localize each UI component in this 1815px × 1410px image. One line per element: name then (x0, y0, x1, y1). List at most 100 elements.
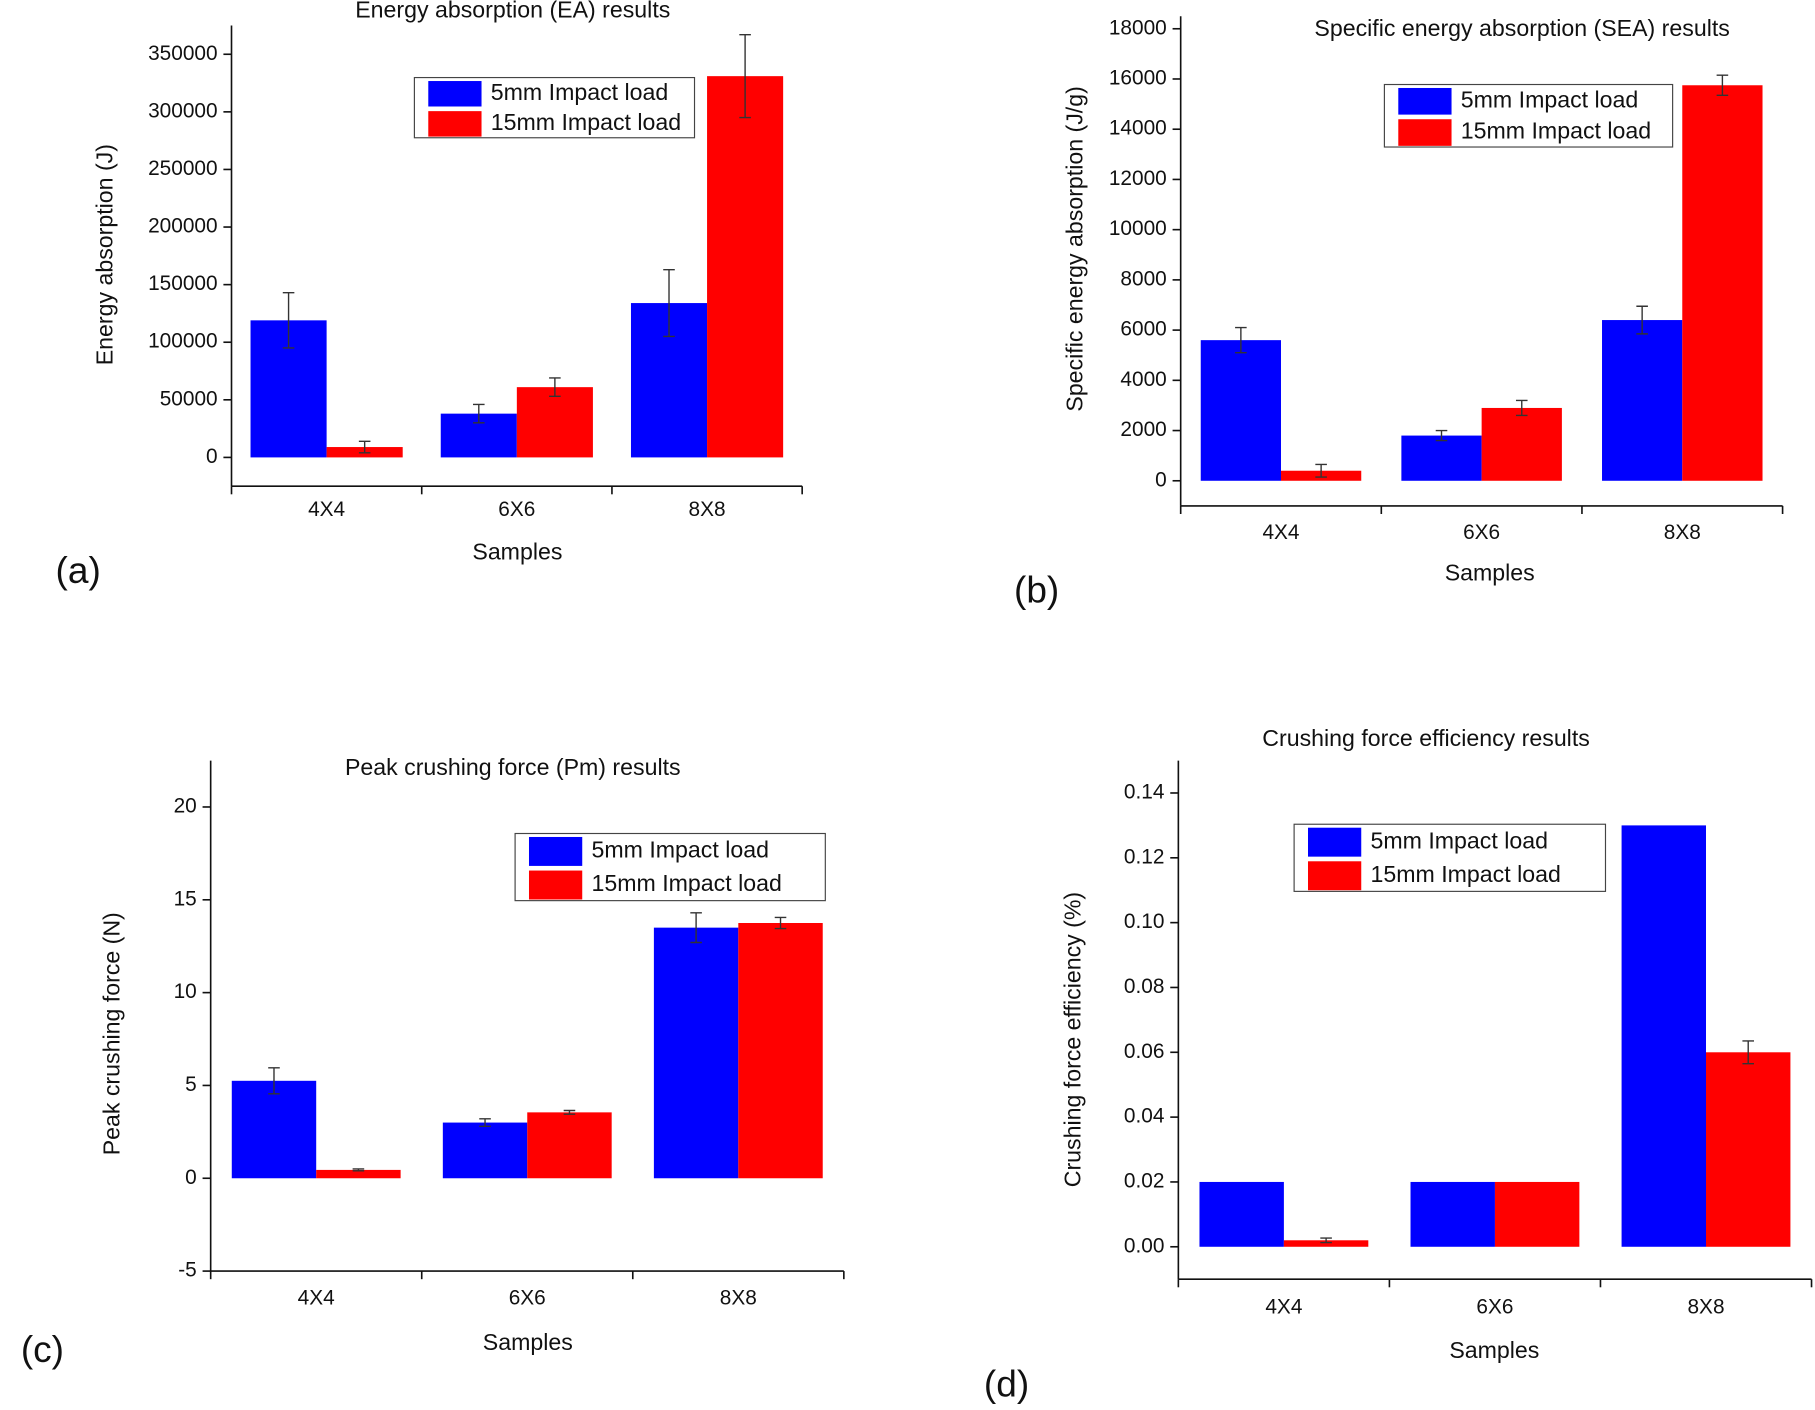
y-axis-label: Specific energy absorption (J/g) (1062, 86, 1088, 411)
y-tick-label: 2000 (1120, 418, 1166, 441)
error-bar (1636, 305, 1648, 335)
legend-swatch (1398, 87, 1452, 115)
x-axis-label: Samples (1449, 1337, 1539, 1363)
y-tick-label: 0 (1155, 468, 1167, 491)
y-tick-label: 6000 (1120, 318, 1166, 341)
x-tick-label: 8X8 (1664, 521, 1701, 544)
y-tick-label: 0.04 (1124, 1105, 1165, 1128)
y-tick-label: 0.12 (1124, 845, 1165, 868)
error-bar (690, 912, 702, 944)
y-tick-label: 0.00 (1124, 1234, 1165, 1257)
panel-label: (d) (984, 1363, 1029, 1405)
legend-label: 5mm Impact load (491, 79, 668, 105)
error-bar (282, 292, 295, 349)
x-tick-label: 4X4 (298, 1286, 335, 1309)
bar (1682, 85, 1763, 481)
error-bar (774, 916, 787, 930)
bar (1410, 1181, 1495, 1247)
legend-label: 15mm Impact load (1461, 118, 1651, 144)
error-bar (563, 1109, 576, 1115)
y-tick-label: -5 (178, 1259, 197, 1282)
panel-label: (c) (21, 1328, 64, 1370)
chart-title: Crushing force efficiency results (1262, 725, 1590, 751)
error-bar (663, 268, 675, 338)
y-tick-label: 10000 (1109, 217, 1167, 240)
x-tick-label: 8X8 (720, 1286, 757, 1309)
bar (707, 76, 784, 458)
legend-label: 5mm Impact load (591, 837, 768, 863)
error-bar (268, 1067, 280, 1095)
error-bar (358, 440, 371, 454)
error-bar (739, 33, 751, 119)
y-tick-label: 0 (185, 1166, 197, 1189)
y-axis-label: Peak crushing force (N) (99, 912, 125, 1155)
x-tick-label: 4X4 (1262, 521, 1299, 544)
error-bar (473, 403, 485, 424)
legend-swatch (1398, 119, 1452, 146)
y-tick-label: 0.06 (1124, 1040, 1165, 1063)
legend-swatch (528, 870, 583, 900)
bar (316, 1169, 401, 1179)
panel-label: (b) (1014, 568, 1059, 610)
y-tick-label: 12000 (1109, 167, 1167, 190)
bar (1401, 435, 1482, 481)
legend-swatch (528, 836, 583, 866)
y-tick-label: 14000 (1109, 117, 1167, 140)
error-bar (1515, 399, 1528, 417)
y-tick-label: 20 (174, 794, 197, 817)
y-tick-label: 250000 (148, 157, 218, 180)
bar (1283, 1240, 1369, 1247)
bar (653, 927, 739, 1179)
chart-title: Peak crushing force (Pm) results (345, 754, 681, 780)
y-tick-label: 0 (206, 445, 218, 468)
y-tick-label: 50000 (160, 387, 218, 410)
y-tick-label: 0.10 (1124, 910, 1165, 933)
y-tick-label: 5 (185, 1073, 197, 1096)
chart-title: Energy absorption (EA) results (355, 0, 670, 23)
y-tick-label: 15 (174, 887, 197, 910)
error-bar (1435, 429, 1448, 442)
bar (1494, 1181, 1580, 1247)
x-tick-label: 6X6 (498, 498, 535, 521)
bar (1621, 825, 1706, 1247)
panel-label: (a) (56, 549, 101, 591)
legend-label: 5mm Impact load (1461, 86, 1638, 112)
bar (1200, 340, 1281, 481)
error-bar (1320, 1237, 1332, 1244)
y-tick-label: 350000 (148, 42, 218, 65)
error-bar (1716, 74, 1729, 97)
x-tick-label: 6X6 (509, 1286, 546, 1309)
bar (231, 1080, 317, 1179)
y-tick-label: 16000 (1109, 66, 1167, 89)
x-axis-label: Samples (483, 1329, 573, 1355)
bar (1199, 1181, 1284, 1247)
bar (527, 1112, 612, 1179)
legend-swatch (428, 81, 482, 107)
bar (1705, 1052, 1791, 1247)
y-tick-label: 300000 (148, 99, 218, 122)
y-tick-label: 0.08 (1124, 975, 1165, 998)
x-tick-label: 6X6 (1463, 521, 1500, 544)
x-tick-label: 4X4 (308, 498, 345, 521)
bar (1602, 320, 1683, 481)
chart-title: Specific energy absorption (SEA) results (1314, 15, 1729, 41)
y-tick-label: 200000 (148, 215, 218, 238)
y-tick-label: 8000 (1120, 267, 1166, 290)
x-tick-label: 8X8 (689, 498, 726, 521)
legend-swatch (1308, 861, 1362, 891)
bar (442, 1122, 528, 1179)
y-tick-label: 10 (174, 980, 197, 1003)
error-bar (1742, 1040, 1754, 1065)
x-axis-label: Samples (472, 538, 562, 564)
bar (1481, 407, 1562, 481)
x-tick-label: 8X8 (1687, 1296, 1724, 1319)
y-tick-label: 150000 (148, 272, 218, 295)
legend-label: 15mm Impact load (591, 870, 781, 896)
bar (738, 923, 823, 1179)
legend-label: 5mm Impact load (1371, 827, 1548, 853)
error-bar (1315, 463, 1327, 478)
bar (516, 387, 593, 458)
legend-swatch (1308, 827, 1362, 857)
